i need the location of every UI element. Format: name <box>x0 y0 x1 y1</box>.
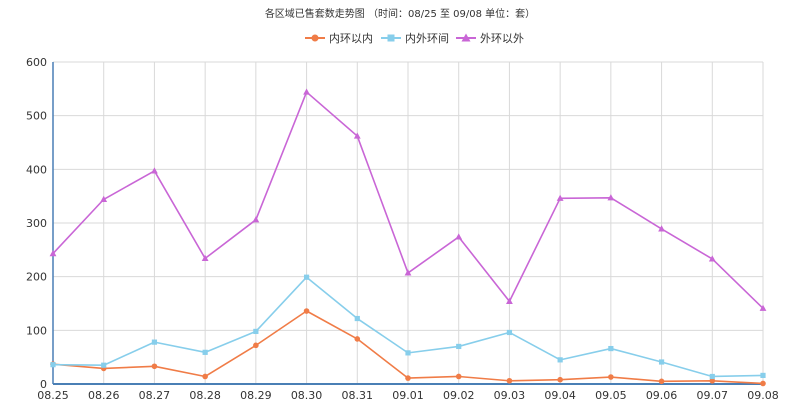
chart-title: 各区域已售套数走势图 （时间：08/25 至 09/08 单位：套） <box>265 7 535 20</box>
data-point[interactable] <box>607 194 615 201</box>
data-point[interactable] <box>455 233 463 240</box>
data-point[interactable] <box>49 249 57 257</box>
grid <box>52 61 764 384</box>
data-point[interactable] <box>709 373 715 380</box>
legend[interactable]: 内环以内 内外环间 外环以外 <box>305 31 524 45</box>
data-point[interactable] <box>151 363 158 370</box>
legend-label: 内外环间 <box>405 31 449 45</box>
data-point[interactable] <box>405 350 411 356</box>
series-2 <box>50 274 766 380</box>
x-tick-label: 08.27 <box>139 389 171 402</box>
data-point[interactable] <box>303 88 310 95</box>
data-point[interactable] <box>506 329 513 336</box>
data-point[interactable] <box>202 349 208 355</box>
data-point[interactable] <box>303 308 310 314</box>
data-point[interactable] <box>151 167 158 174</box>
data-point[interactable] <box>709 377 716 384</box>
data-point[interactable] <box>608 345 614 352</box>
legend-marker <box>311 34 319 42</box>
legend-label: 外环以外 <box>480 32 524 45</box>
data-point[interactable] <box>253 328 259 335</box>
y-tick-label: 300 <box>26 217 47 230</box>
x-tick-label: 09.02 <box>443 389 475 402</box>
data-point[interactable] <box>556 194 564 201</box>
x-tick-label: 08.26 <box>88 389 120 402</box>
axes: 0 100 200 300 400 500 600 08.25 08.26 08.27 08.28 0… <box>26 56 779 402</box>
data-point[interactable] <box>506 377 513 384</box>
data-point[interactable] <box>658 378 665 385</box>
y-tick-label: 400 <box>26 163 47 176</box>
series-3 <box>49 88 767 311</box>
legend-item-1[interactable]: 内环以内 <box>305 31 373 45</box>
data-point[interactable] <box>404 269 412 276</box>
data-point[interactable] <box>100 195 108 202</box>
data-point[interactable] <box>201 254 209 262</box>
data-point[interactable] <box>506 297 513 304</box>
x-tick-label: 08.25 <box>37 389 69 402</box>
legend-label: 内环以内 <box>329 31 373 45</box>
x-tick-label: 09.01 <box>392 389 424 402</box>
data-point[interactable] <box>760 380 766 387</box>
data-point[interactable] <box>253 342 259 349</box>
x-tick-label: 09.06 <box>646 389 678 402</box>
data-point[interactable] <box>557 357 563 363</box>
data-point[interactable] <box>252 216 260 223</box>
data-point[interactable] <box>50 362 56 368</box>
x-tick-label: 09.08 <box>747 389 779 402</box>
x-tick-label: 09.04 <box>544 389 576 402</box>
data-point[interactable] <box>202 373 208 380</box>
series-layer <box>49 88 767 387</box>
data-point[interactable] <box>354 315 360 322</box>
y-tick-label: 500 <box>26 110 47 123</box>
x-tick-label: 09.05 <box>595 389 627 402</box>
x-tick-label: 08.30 <box>291 389 323 402</box>
x-tick-label: 09.03 <box>494 389 526 402</box>
x-tick-label: 08.29 <box>240 389 272 402</box>
y-tick-label: 600 <box>26 56 47 69</box>
data-point[interactable] <box>303 274 310 280</box>
y-tick-label: 0 <box>40 378 47 391</box>
data-point[interactable] <box>455 373 462 380</box>
data-point[interactable] <box>354 336 361 342</box>
data-point[interactable] <box>708 255 716 262</box>
x-tick-label: 08.31 <box>342 389 374 402</box>
data-point[interactable] <box>760 372 766 379</box>
data-point[interactable] <box>405 375 411 381</box>
data-point[interactable] <box>456 343 462 350</box>
data-point[interactable] <box>658 225 665 232</box>
legend-item-2[interactable]: 内外环间 <box>381 31 449 45</box>
legend-marker <box>461 33 471 42</box>
data-point[interactable] <box>608 374 614 380</box>
legend-marker <box>387 34 395 42</box>
x-tick-label: 08.28 <box>189 389 221 402</box>
data-point[interactable] <box>759 304 767 311</box>
data-point[interactable] <box>658 359 665 365</box>
y-tick-label: 100 <box>26 324 47 337</box>
y-tick-label: 200 <box>26 271 47 284</box>
data-point[interactable] <box>151 339 158 345</box>
legend-item-3[interactable]: 外环以外 <box>456 32 524 45</box>
x-tick-label: 09.07 <box>697 389 729 402</box>
data-point[interactable] <box>101 362 107 368</box>
data-point[interactable] <box>353 132 361 139</box>
data-point[interactable] <box>557 376 563 383</box>
